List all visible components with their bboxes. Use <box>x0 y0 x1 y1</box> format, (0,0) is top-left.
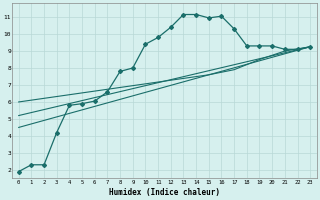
X-axis label: Humidex (Indice chaleur): Humidex (Indice chaleur) <box>109 188 220 197</box>
